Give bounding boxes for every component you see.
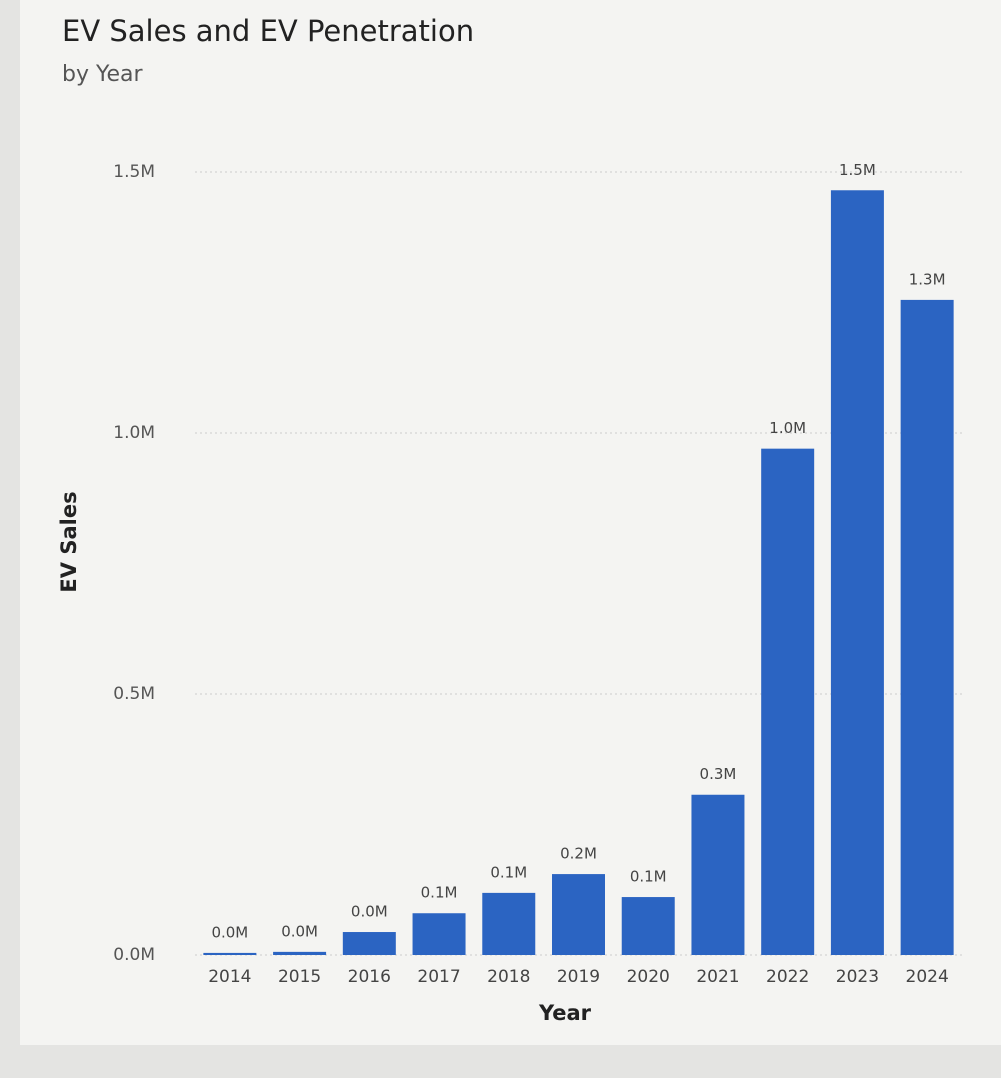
chart-title: EV Sales and EV Penetration — [62, 14, 474, 48]
data-label: 0.0M — [351, 903, 388, 921]
data-label: 0.2M — [560, 845, 597, 863]
data-label: 0.1M — [630, 868, 667, 886]
bar — [691, 794, 745, 955]
y-tick-label: 1.5M — [113, 162, 155, 182]
data-label: 1.5M — [839, 161, 876, 179]
data-label: 0.1M — [421, 884, 458, 902]
y-tick-label: 1.0M — [113, 423, 155, 443]
data-label: 1.3M — [909, 270, 946, 288]
bar — [761, 448, 815, 955]
data-label: 0.0M — [211, 923, 248, 941]
bar — [830, 190, 884, 955]
bar — [552, 874, 605, 955]
x-tick-label: 2022 — [766, 967, 809, 987]
x-tick-label: 2014 — [208, 967, 251, 987]
data-label: 1.0M — [769, 419, 806, 437]
bar — [482, 892, 536, 955]
y-tick-label: 0.5M — [113, 684, 155, 704]
bar — [342, 932, 396, 955]
bar — [621, 897, 675, 955]
x-tick-label: 2024 — [906, 967, 949, 987]
x-axis-title: Year — [538, 1001, 592, 1025]
chart-subtitle: by Year — [62, 62, 144, 87]
x-tick-label: 2020 — [627, 967, 670, 987]
y-axis-title: EV Sales — [57, 491, 81, 592]
bar — [273, 951, 327, 955]
y-tick-label: 0.0M — [113, 945, 155, 965]
x-tick-label: 2017 — [417, 967, 460, 987]
data-label: 0.0M — [281, 922, 318, 940]
bar — [900, 299, 954, 955]
data-label: 0.3M — [700, 765, 737, 783]
bar — [203, 952, 257, 955]
data-label: 0.1M — [490, 863, 527, 881]
bar — [412, 913, 466, 955]
x-tick-label: 2021 — [696, 967, 739, 987]
x-tick-label: 2015 — [278, 967, 321, 987]
x-tick-label: 2023 — [836, 967, 879, 987]
x-tick-label: 2019 — [557, 967, 600, 987]
x-tick-label: 2018 — [487, 967, 530, 987]
x-tick-label: 2016 — [348, 967, 391, 987]
